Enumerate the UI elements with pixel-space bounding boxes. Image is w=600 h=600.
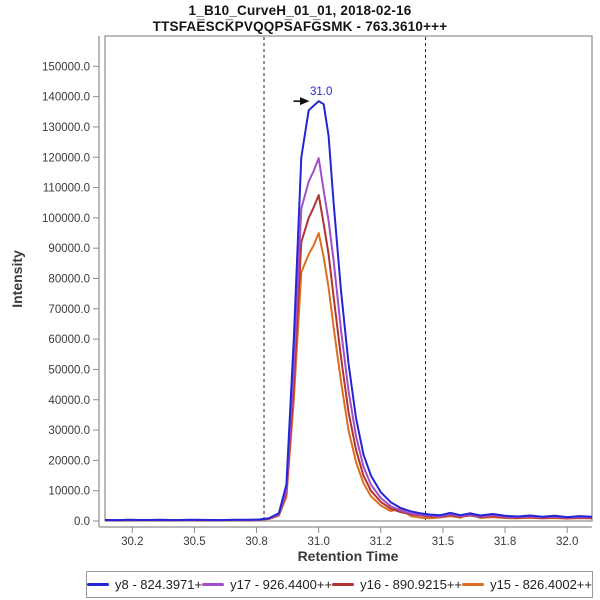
legend-item: y8 - 824.3971+ (87, 577, 202, 592)
chart-title: 1_B10_CurveH_01_01, 2018-02-16 (188, 3, 412, 18)
x-tick-label: 30.8 (245, 536, 267, 548)
y-tick-label: 70000.0 (48, 304, 90, 316)
y-tick-label: 130000.0 (42, 122, 90, 134)
x-tick-label: 30.5 (183, 536, 205, 548)
y-tick-label: 60000.0 (48, 334, 90, 346)
y-tick-label: 100000.0 (42, 213, 90, 225)
legend-item: y16 - 890.9215++ (332, 577, 462, 592)
legend-line-swatch (332, 583, 355, 586)
y-tick-label: 10000.0 (48, 486, 90, 498)
y-tick-label: 110000.0 (43, 183, 90, 195)
series-trace-y8 (105, 100, 592, 522)
y-tick-label: 120000.0 (42, 152, 90, 164)
x-tick-label: 32.0 (556, 536, 578, 548)
y-tick-label: 30000.0 (48, 425, 90, 437)
legend-line-swatch (202, 583, 225, 586)
chromatogram-traces (105, 100, 592, 522)
series-trace-y17 (105, 157, 592, 522)
y-axis-title: Intensity (9, 250, 25, 308)
x-tick-label: 30.2 (121, 536, 143, 548)
legend-label: y8 - 824.3971+ (115, 577, 203, 592)
legend-label: y15 - 826.4002++ (490, 577, 592, 592)
y-tick-label: 50000.0 (48, 364, 90, 376)
identified-rt-arrow (299, 97, 310, 106)
legend-label: y16 - 890.9215++ (360, 577, 463, 592)
legend-item: y15 - 826.4002++ (462, 577, 592, 592)
y-tick-label: 140000.0 (42, 92, 90, 104)
y-tick-label: 80000.0 (48, 274, 90, 286)
x-axis-title: Retention Time (298, 548, 399, 564)
x-tick-label: 31.5 (432, 536, 454, 548)
y-tick-label: 0.0 (74, 516, 90, 528)
y-tick-label: 20000.0 (48, 455, 90, 467)
legend: y8 - 824.3971+ y17 - 926.4400++ y16 - 890.… (86, 571, 593, 598)
y-tick-label: 90000.0 (48, 243, 90, 255)
integration-boundaries[interactable] (263, 37, 427, 521)
chart-header: 1_B10_CurveH_01_01, 2018-02-16 TTSFAE̅SC… (0, 3, 600, 35)
series-trace-y15 (105, 232, 592, 522)
peak-rt-annotation: 31.0 (310, 86, 332, 98)
legend-line-swatch (87, 583, 110, 586)
x-tick-label: 31.8 (494, 536, 516, 548)
legend-item: y17 - 926.4400++ (202, 577, 332, 592)
chromatogram-plot[interactable]: 0.0 10000.0 20000.0 30000.0 40000.0 50000.0 60… (0, 0, 600, 568)
axis-ticks: 0.0 10000.0 20000.0 30000.0 40000.0 50000.0 60… (42, 61, 578, 548)
y-tick-label: 40000.0 (48, 395, 90, 407)
y-tick-label: 150000.0 (42, 61, 90, 73)
peak-annotation-group: 31.0 (293, 86, 332, 106)
x-tick-label: 31.2 (370, 536, 392, 548)
x-tick-label: 31.0 (307, 536, 329, 548)
legend-line-swatch (462, 583, 485, 586)
legend-label: y17 - 926.4400++ (230, 577, 333, 592)
peptide-subtitle: TTSFAE̅SCK̅PVQQPS̅AFG̅SMK - 763.3610+++ (152, 19, 448, 34)
plot-frame (104, 35, 593, 522)
